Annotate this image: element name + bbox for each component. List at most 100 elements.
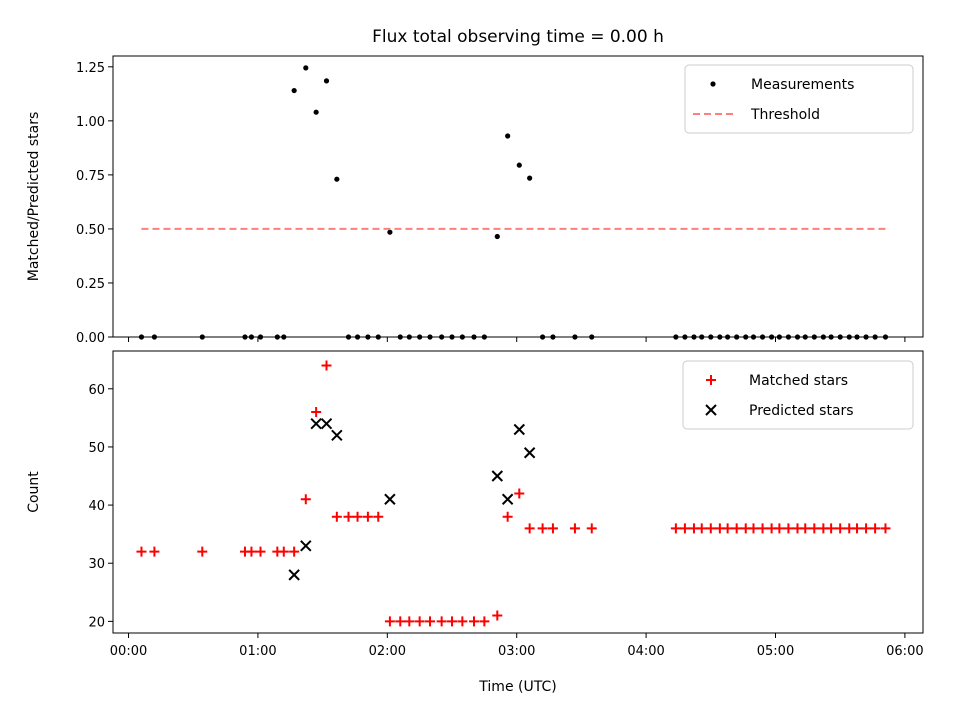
- x-tick-label: 05:00: [757, 644, 794, 659]
- matched-stars-point: [852, 523, 863, 534]
- matched-stars-point: [774, 523, 785, 534]
- measurements-point: [291, 87, 297, 94]
- matched-stars-point: [311, 407, 322, 418]
- predicted-stars-point: [320, 417, 333, 430]
- legend-box: [684, 64, 914, 134]
- matched-stars-point: [722, 523, 733, 534]
- predicted-stars-point: [513, 423, 526, 436]
- predicted-stars-point: [300, 540, 312, 552]
- y-tick-label: 0.75: [76, 169, 105, 184]
- matched-stars-point: [569, 523, 580, 534]
- matched-stars-point: [457, 616, 468, 627]
- matched-stars-point: [757, 523, 768, 534]
- matched-stars-point: [331, 511, 342, 522]
- x-tick-label: 04:00: [627, 644, 664, 659]
- matched-stars-point: [679, 523, 690, 534]
- y-tick-label: 60: [88, 383, 105, 398]
- matched-stars-point: [731, 523, 742, 534]
- matched-stars-point: [362, 511, 373, 522]
- legend: Matched stars Predicted stars: [682, 360, 914, 430]
- x-tick-label: 01:00: [239, 644, 276, 659]
- measurements-point: [505, 133, 511, 139]
- predicted-stars-point: [501, 493, 514, 505]
- matched-stars-point: [670, 523, 681, 534]
- legend-label-threshold: Threshold: [750, 107, 820, 123]
- y-tick-label: 30: [88, 557, 105, 572]
- y-tick-label: 0.50: [76, 223, 105, 238]
- matched-stars-point: [696, 523, 707, 534]
- matched-stars-point: [246, 546, 257, 557]
- plot-frame: [112, 350, 924, 634]
- matched-stars-point: [705, 523, 716, 534]
- matched-stars-point: [748, 523, 759, 534]
- matched-stars-point: [479, 616, 490, 627]
- matched-stars-point: [826, 523, 837, 534]
- chart-title: Flux total observing time = 0.00 h: [372, 27, 664, 47]
- matched-stars-point: [880, 523, 891, 534]
- legend-label-measurements: Measurements: [751, 77, 854, 93]
- legend-swatch-matched-stars: [706, 375, 716, 385]
- predicted-stars-point: [331, 429, 343, 442]
- y-tick-label: 1.00: [76, 115, 105, 130]
- matched-stars-point: [861, 523, 872, 534]
- legend-box: [682, 360, 914, 430]
- measurements-point: [323, 78, 330, 84]
- matched-stars-point: [414, 616, 425, 627]
- predicted-stars-point: [288, 569, 300, 581]
- measurements-point: [334, 176, 340, 182]
- matched-stars-point: [384, 616, 395, 627]
- matched-stars-point: [783, 523, 794, 534]
- measurements-point: [527, 175, 533, 181]
- matched-stars-point: [321, 360, 332, 371]
- plot-frame: [112, 55, 924, 338]
- legend-swatch-measurements: [710, 81, 716, 87]
- matched-stars-point: [835, 523, 846, 534]
- matched-stars-point: [289, 546, 300, 557]
- matched-stars-point: [404, 616, 415, 627]
- star-count-panel: 00:00 01:00 02:00 03:00 04:00 05:00 06:00 20 30 4…: [26, 350, 924, 659]
- matched-stars-point: [300, 494, 311, 505]
- y-tick-label: 0.00: [76, 331, 105, 346]
- matched-stars-point: [809, 523, 820, 534]
- y-tick-label: 20: [88, 615, 105, 630]
- y-tick-label: 50: [88, 441, 105, 456]
- matched-stars-point: [197, 546, 208, 557]
- measurements-point: [516, 162, 522, 168]
- legend: Measurements Threshold: [684, 64, 914, 134]
- predicted-stars-point: [310, 417, 322, 430]
- matched-stars-point: [136, 546, 147, 557]
- matched-stars-point: [278, 546, 289, 557]
- legend-swatch-predicted-stars: [705, 404, 717, 416]
- matched-stars-point: [492, 610, 503, 621]
- y-axis-label: Matched/Predicted stars: [26, 112, 42, 282]
- predicted-stars-point: [491, 470, 504, 482]
- predicted-stars-point: [523, 447, 536, 459]
- predicted-stars-point: [384, 493, 396, 505]
- matched-stars-point: [352, 511, 363, 522]
- legend-label-matched-stars: Matched stars: [749, 373, 848, 389]
- matched-stars-point: [800, 523, 811, 534]
- y-tick-label: 1.25: [76, 61, 105, 76]
- matched-stars-point: [149, 546, 160, 557]
- matched-stars-point: [870, 523, 881, 534]
- x-tick-label: 02:00: [369, 644, 406, 659]
- matched-stars-point: [436, 616, 447, 627]
- matched-stars-point: [547, 523, 558, 534]
- flux-ratio-panel: 0.00 0.25 0.50 0.75 1.00 1.25 Matched/Predicte…: [26, 55, 924, 346]
- y-axis-label: Count: [26, 471, 42, 513]
- matched-stars-point: [586, 523, 597, 534]
- x-tick-label: 06:00: [886, 644, 923, 659]
- matched-stars-point: [343, 511, 354, 522]
- matched-stars-point: [373, 511, 384, 522]
- matched-stars-point: [502, 511, 513, 522]
- legend-label-predicted-stars: Predicted stars: [749, 403, 854, 419]
- measurements-point: [494, 233, 500, 240]
- matched-stars-point: [514, 488, 525, 499]
- x-tick-label: 00:00: [110, 644, 147, 659]
- matched-stars-point: [425, 616, 436, 627]
- measurements-point: [313, 109, 319, 115]
- matched-stars-point: [447, 616, 458, 627]
- x-tick-label: 03:00: [498, 644, 535, 659]
- matched-stars-point: [395, 616, 406, 627]
